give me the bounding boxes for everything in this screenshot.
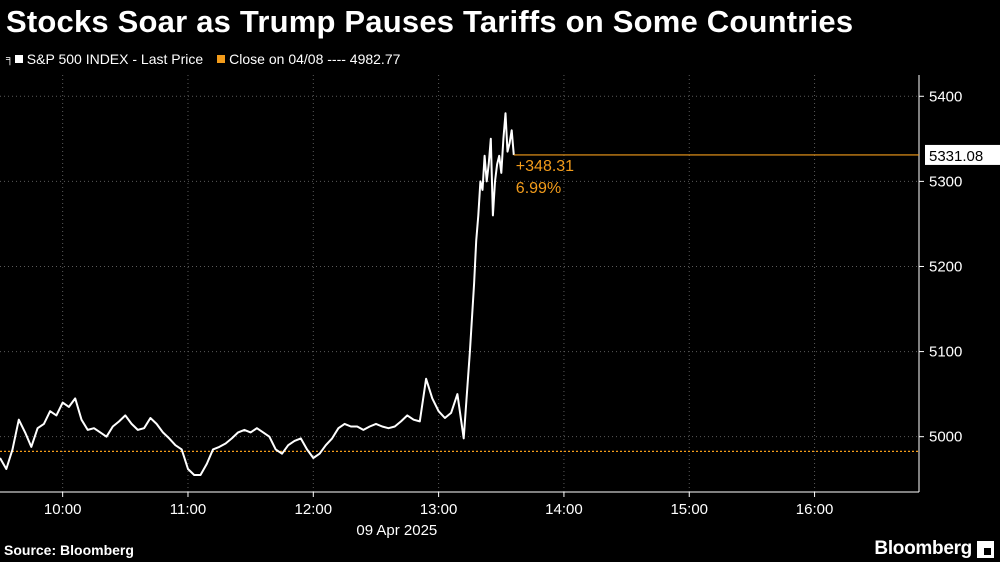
y-tick-label: 5400	[929, 88, 962, 105]
legend: ╕ S&P 500 INDEX - Last Price Close on 04…	[6, 50, 404, 68]
brand-wordmark: Bloomberg	[874, 538, 972, 559]
series-group	[0, 112, 515, 476]
x-tick-label: 10:00	[44, 501, 82, 518]
axis-labels: 5000 5100 5200 5300 5400 10:00 11:00 12:00 13:00…	[44, 88, 962, 539]
y-tick-label: 5100	[929, 344, 962, 361]
series-swatch-icon	[14, 55, 23, 63]
reference-swatch-icon	[217, 55, 226, 63]
x-axis-label: 09 Apr 2025	[356, 522, 437, 539]
x-tick-label: 11:00	[170, 501, 206, 518]
grid	[0, 75, 919, 492]
change-percent-label: 6.99%	[516, 180, 561, 197]
legend-series-label: S&P 500 INDEX - Last Price	[26, 51, 204, 67]
annotations: 5331.08 +348.31 6.99%	[513, 144, 1000, 197]
x-tick-label: 15:00	[670, 501, 708, 518]
legend-item-last-price: ╕ S&P 500 INDEX - Last Price	[6, 51, 203, 67]
last-value-label: 5331.08	[929, 148, 983, 165]
chart-title: Stocks Soar as Trump Pauses Tariffs on S…	[6, 4, 854, 39]
legend-item-close: Close on 04/08 ---- 4982.77	[217, 51, 400, 67]
x-tick-label: 13:00	[420, 501, 458, 518]
bloomberg-logo-icon	[977, 540, 994, 558]
x-tick-label: 16:00	[796, 501, 834, 518]
legend-reference-label: Close on 04/08 ---- 4982.77	[229, 51, 401, 67]
x-tick-label: 12:00	[295, 501, 333, 518]
y-tick-label: 5200	[929, 258, 962, 275]
x-tick-label: 14:00	[545, 501, 583, 518]
series-line	[0, 112, 515, 476]
ohlc-tick-icon: ╕	[6, 53, 14, 65]
change-points-label: +348.31	[516, 158, 574, 175]
y-tick-label: 5000	[929, 429, 962, 446]
last-value-tag	[925, 144, 1000, 165]
y-tick-label: 5300	[929, 173, 962, 190]
brand: Bloomberg	[874, 538, 994, 560]
source-note: Source: Bloomberg	[4, 542, 134, 558]
axes	[0, 75, 924, 497]
